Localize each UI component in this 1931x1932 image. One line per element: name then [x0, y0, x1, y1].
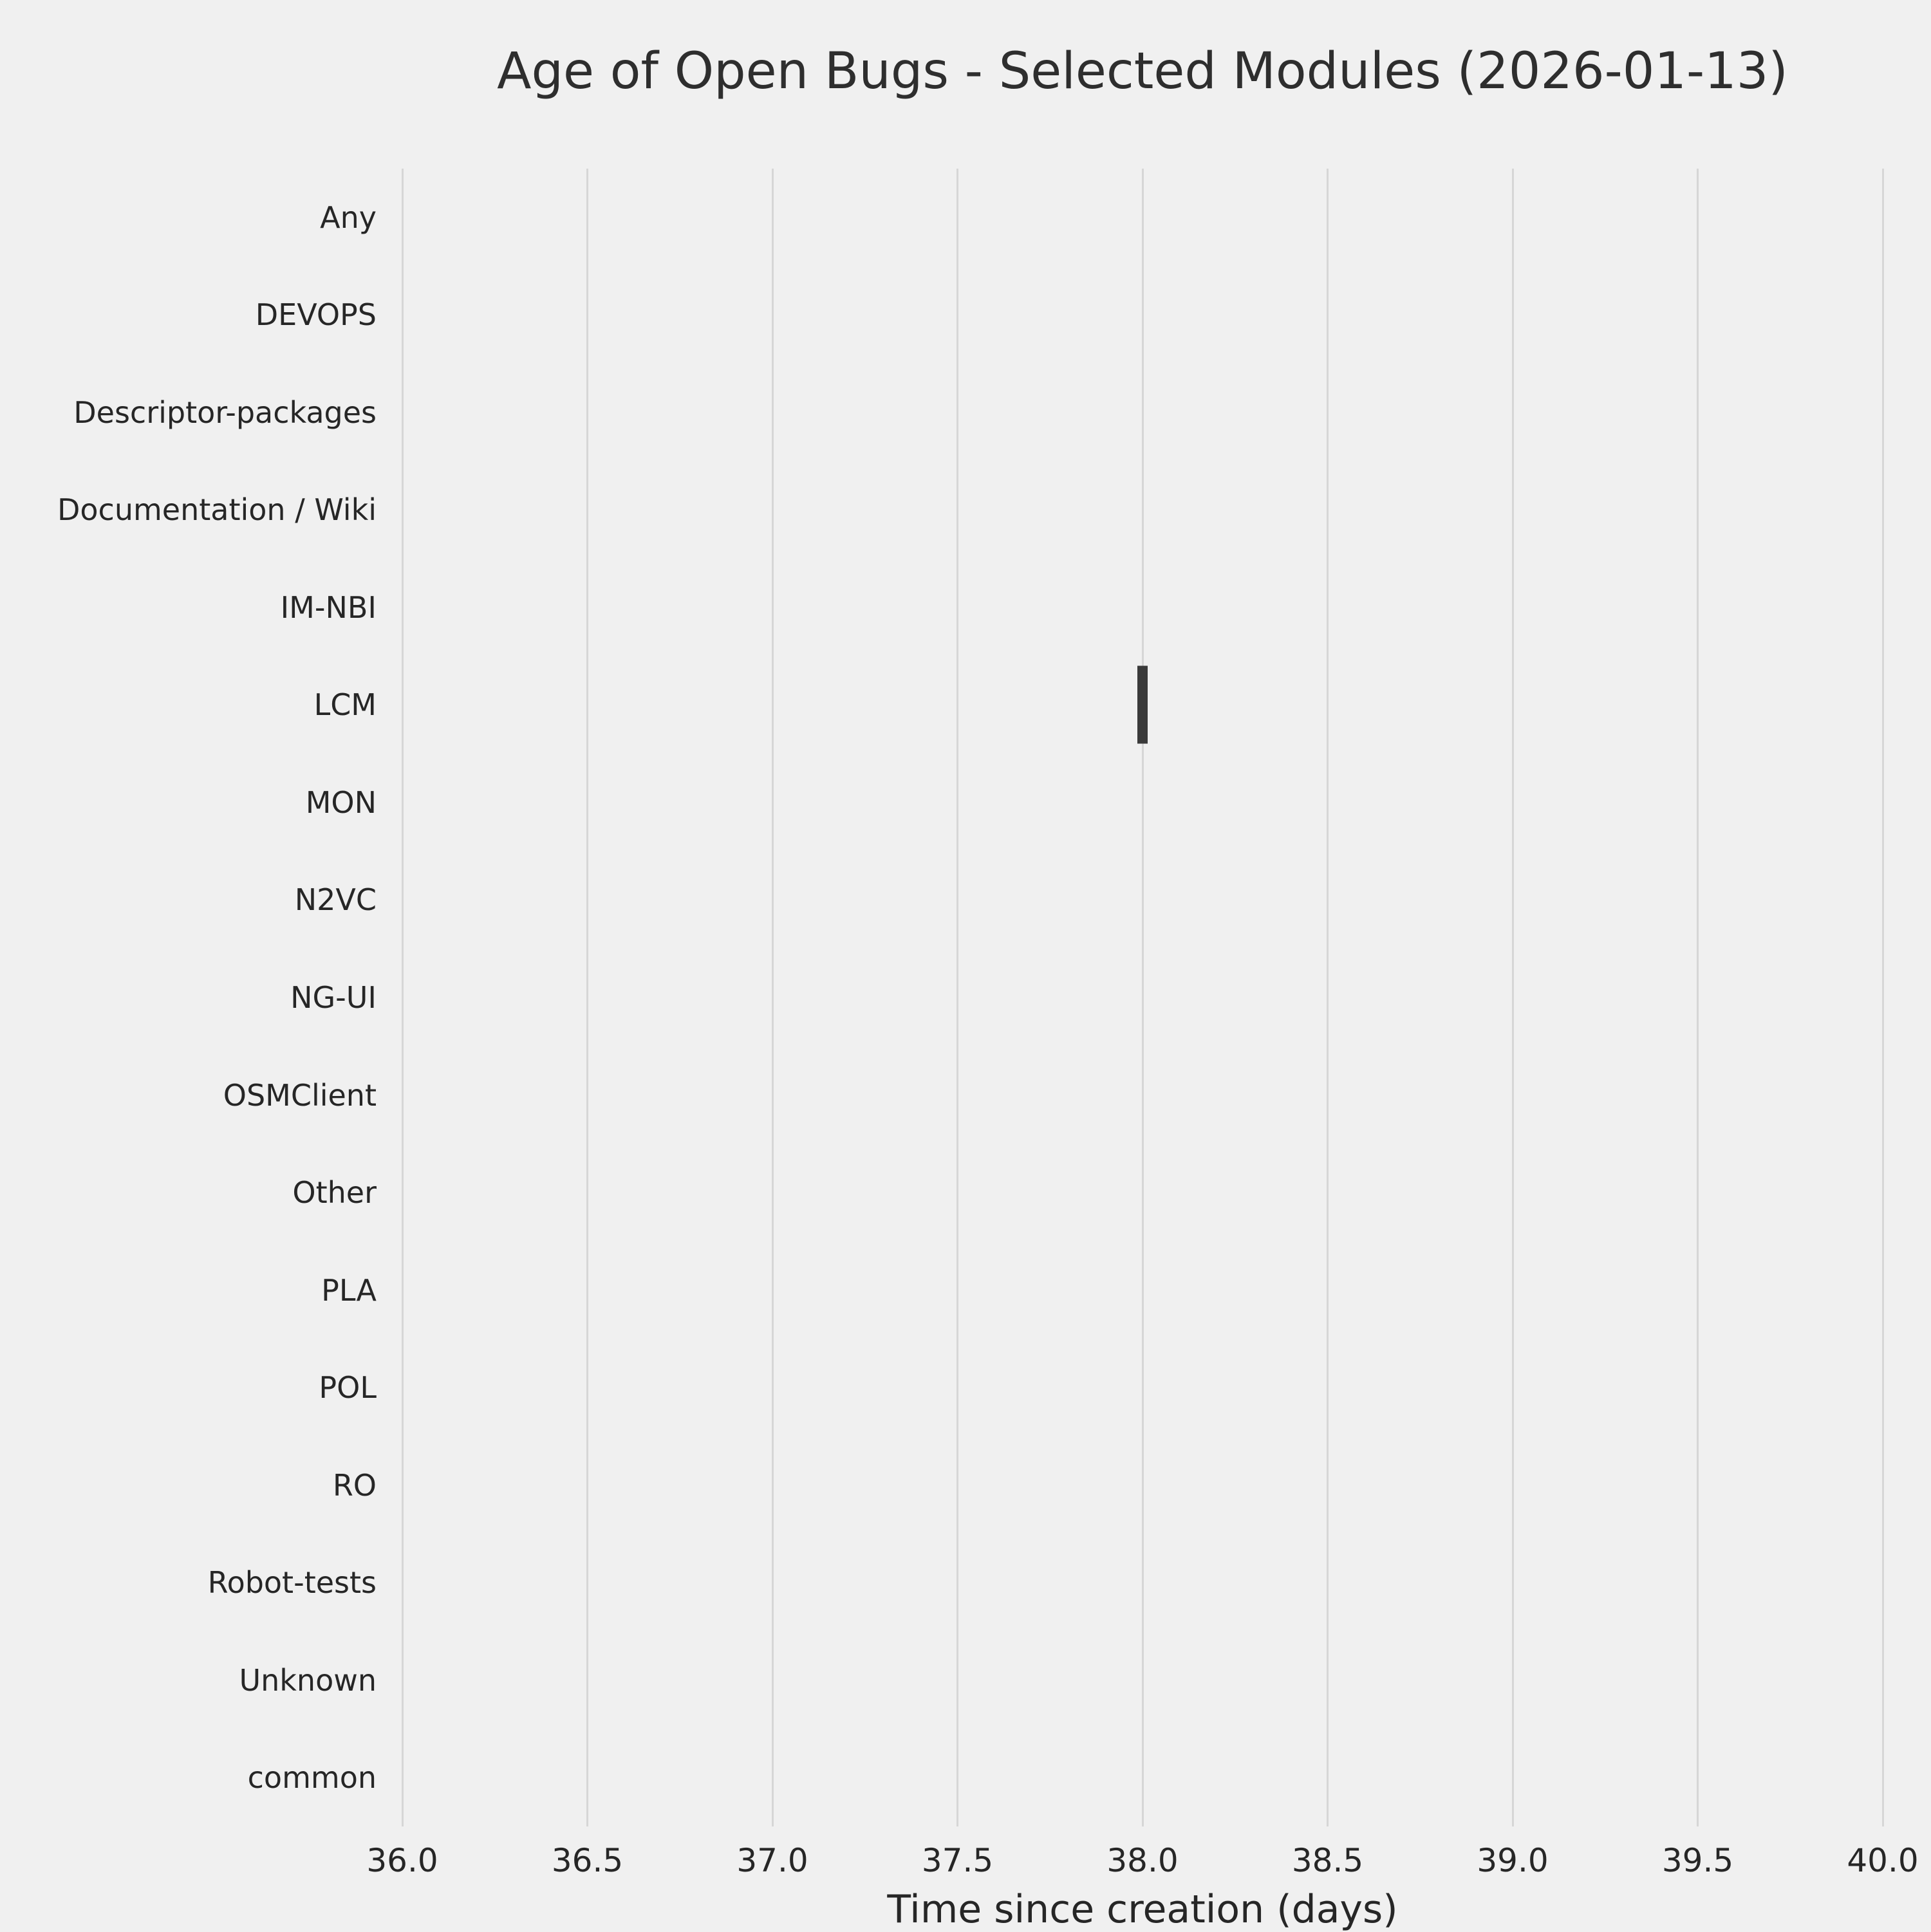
y-tick-label: NG-UI	[290, 980, 377, 1016]
gridline	[586, 169, 588, 1826]
gridline	[1327, 169, 1329, 1826]
plot-area	[401, 169, 1884, 1826]
gridline	[1881, 169, 1884, 1826]
gridline	[956, 169, 958, 1826]
y-axis-labels: Any DEVOPS Descriptor-packages Documentatio…	[0, 169, 377, 1826]
x-axis-ticks: 36.0 36.5 37.0 37.5 38.0 38.5 39.0 39.5 40.0	[366, 1842, 1918, 1887]
x-tick-label: 36.0	[366, 1842, 438, 1879]
x-tick-label: 38.5	[1291, 1842, 1364, 1879]
x-tick-label: 38.0	[1106, 1842, 1179, 1879]
y-tick-label: Documentation / Wiki	[57, 492, 377, 528]
x-axis-label: Time since creation (days)	[887, 1887, 1398, 1932]
gridline	[771, 169, 774, 1826]
y-tick-label: POL	[319, 1370, 377, 1406]
gridline	[401, 169, 404, 1826]
x-tick-label: 39.0	[1477, 1842, 1549, 1879]
x-tick-label: 39.5	[1661, 1842, 1734, 1879]
x-tick-label: 37.0	[736, 1842, 808, 1879]
gridline	[1511, 169, 1514, 1826]
chart-title: Age of Open Bugs - Selected Modules (202…	[497, 42, 1788, 100]
y-tick-label: IM-NBI	[280, 590, 377, 625]
x-tick-label: 40.0	[1847, 1842, 1919, 1879]
gridline	[1697, 169, 1699, 1826]
y-tick-label: Any	[320, 200, 377, 235]
x-tick-label: 37.5	[921, 1842, 994, 1879]
y-tick-label: Other	[292, 1175, 377, 1211]
x-tick-label: 36.5	[551, 1842, 624, 1879]
gridline	[1141, 169, 1144, 1826]
y-tick-label: Robot-tests	[207, 1565, 377, 1601]
y-tick-label: PLA	[321, 1272, 377, 1308]
boxplot-box-lcm	[1137, 665, 1148, 744]
y-tick-label: OSMClient	[223, 1077, 377, 1113]
y-tick-label: common	[247, 1760, 377, 1796]
y-tick-label: Descriptor-packages	[73, 395, 377, 430]
y-tick-label: N2VC	[294, 882, 377, 918]
y-tick-label: Unknown	[239, 1662, 377, 1698]
y-tick-label: DEVOPS	[255, 297, 377, 333]
y-tick-label: MON	[305, 785, 377, 820]
y-tick-label: RO	[332, 1467, 377, 1503]
y-tick-label: LCM	[313, 687, 377, 723]
